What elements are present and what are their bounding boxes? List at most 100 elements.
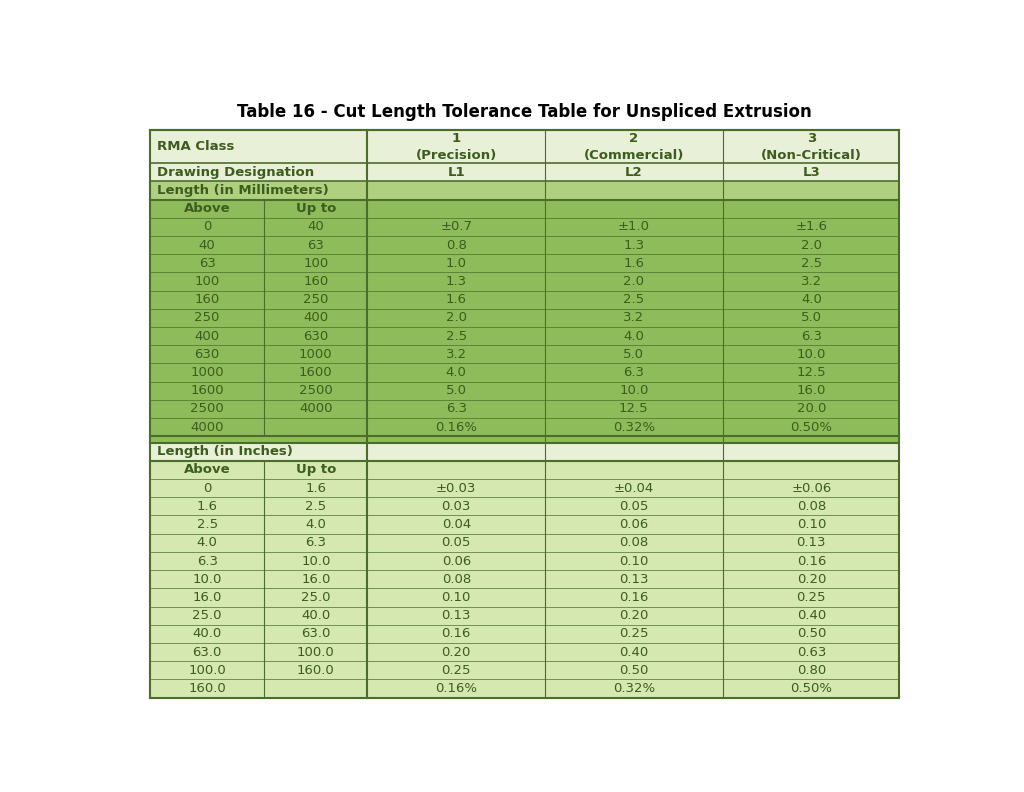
Bar — [151, 607, 899, 625]
Text: 40: 40 — [307, 220, 325, 234]
Text: 630: 630 — [195, 348, 220, 361]
Text: 2.0: 2.0 — [445, 311, 467, 325]
Bar — [151, 497, 899, 516]
Text: 0.20: 0.20 — [797, 573, 826, 586]
Text: 4.0: 4.0 — [624, 329, 644, 343]
Bar — [151, 588, 899, 607]
Text: 4.0: 4.0 — [305, 518, 327, 531]
Text: 0.50%: 0.50% — [791, 682, 833, 695]
Text: 0: 0 — [203, 220, 211, 234]
Text: 25.0: 25.0 — [193, 609, 222, 623]
Bar — [151, 364, 899, 382]
Text: 0.63: 0.63 — [797, 645, 826, 658]
Text: 20.0: 20.0 — [797, 402, 826, 416]
Bar — [151, 661, 899, 680]
Text: 10.0: 10.0 — [301, 554, 331, 568]
Text: L1: L1 — [447, 166, 465, 179]
Text: 5.0: 5.0 — [445, 384, 467, 398]
Text: 0.13: 0.13 — [797, 536, 826, 550]
Text: 2.5: 2.5 — [445, 329, 467, 343]
Text: 2500: 2500 — [299, 384, 333, 398]
Text: 0.10: 0.10 — [620, 554, 648, 568]
Text: RMA Class: RMA Class — [158, 140, 234, 154]
Text: 6.3: 6.3 — [624, 366, 644, 379]
Text: 1.3: 1.3 — [445, 275, 467, 288]
Text: 0.08: 0.08 — [797, 500, 826, 513]
Text: 10.0: 10.0 — [620, 384, 648, 398]
Text: 2.0: 2.0 — [801, 238, 822, 252]
Text: 0.08: 0.08 — [620, 536, 648, 550]
Text: 25.0: 25.0 — [301, 591, 331, 604]
Text: Up to: Up to — [296, 463, 336, 477]
Text: 5.0: 5.0 — [624, 348, 644, 361]
Bar — [151, 218, 899, 236]
Bar — [151, 461, 899, 479]
Bar — [151, 436, 899, 443]
Bar — [151, 400, 899, 418]
Text: 0.08: 0.08 — [441, 573, 471, 586]
Text: 0.10: 0.10 — [441, 591, 471, 604]
Text: 0.50: 0.50 — [620, 664, 648, 676]
Text: 4.0: 4.0 — [197, 536, 217, 550]
Text: ±0.06: ±0.06 — [792, 482, 831, 495]
Text: 100: 100 — [303, 257, 329, 270]
Bar — [151, 272, 899, 291]
Text: 1.6: 1.6 — [624, 257, 644, 270]
Text: 16.0: 16.0 — [797, 384, 826, 398]
Text: 63.0: 63.0 — [193, 645, 222, 658]
Text: 4000: 4000 — [190, 421, 224, 434]
Text: ±1.6: ±1.6 — [796, 220, 827, 234]
Text: 0.06: 0.06 — [441, 554, 471, 568]
Bar — [151, 570, 899, 588]
Text: 0.25: 0.25 — [620, 627, 648, 641]
Text: L2: L2 — [625, 166, 643, 179]
Bar — [151, 552, 899, 570]
Text: 0.10: 0.10 — [797, 518, 826, 531]
Text: 0.40: 0.40 — [797, 609, 826, 623]
Text: 63: 63 — [307, 238, 325, 252]
Text: 1.6: 1.6 — [197, 500, 218, 513]
Text: 0.40: 0.40 — [620, 645, 648, 658]
Text: 10.0: 10.0 — [193, 573, 222, 586]
Text: 400: 400 — [303, 311, 329, 325]
Text: 6.3: 6.3 — [305, 536, 327, 550]
Text: 6.3: 6.3 — [197, 554, 218, 568]
Text: 0.16%: 0.16% — [435, 421, 477, 434]
Text: 0.03: 0.03 — [441, 500, 471, 513]
Text: 4.0: 4.0 — [801, 293, 822, 307]
Bar — [151, 516, 899, 534]
Bar — [151, 443, 899, 461]
Text: 1600: 1600 — [299, 366, 333, 379]
Text: 100.0: 100.0 — [297, 645, 335, 658]
Bar — [151, 254, 899, 272]
Text: 400: 400 — [195, 329, 220, 343]
Text: 1600: 1600 — [190, 384, 224, 398]
Text: 4000: 4000 — [299, 402, 333, 416]
Text: L3: L3 — [803, 166, 820, 179]
Text: 16.0: 16.0 — [301, 573, 331, 586]
Text: Length (in Millimeters): Length (in Millimeters) — [158, 184, 329, 197]
Text: ±0.7: ±0.7 — [440, 220, 472, 234]
Bar — [151, 327, 899, 345]
Bar — [151, 236, 899, 254]
Text: 16.0: 16.0 — [193, 591, 222, 604]
Text: 63.0: 63.0 — [301, 627, 331, 641]
Text: 2.5: 2.5 — [197, 518, 218, 531]
Text: 160: 160 — [303, 275, 329, 288]
Text: 2500: 2500 — [190, 402, 224, 416]
Bar — [151, 309, 899, 327]
Text: 2.5: 2.5 — [305, 500, 327, 513]
Text: 1000: 1000 — [299, 348, 333, 361]
Text: 0.16: 0.16 — [441, 627, 471, 641]
Bar — [151, 163, 899, 181]
Text: 40.0: 40.0 — [193, 627, 222, 641]
Bar — [151, 418, 899, 436]
Text: 0.04: 0.04 — [441, 518, 471, 531]
Text: 160.0: 160.0 — [297, 664, 335, 676]
Text: 0.16: 0.16 — [797, 554, 826, 568]
Bar — [151, 181, 899, 200]
Text: Above: Above — [184, 463, 230, 477]
Text: 12.5: 12.5 — [618, 402, 648, 416]
Text: 10.0: 10.0 — [797, 348, 826, 361]
Text: 0.50: 0.50 — [797, 627, 826, 641]
